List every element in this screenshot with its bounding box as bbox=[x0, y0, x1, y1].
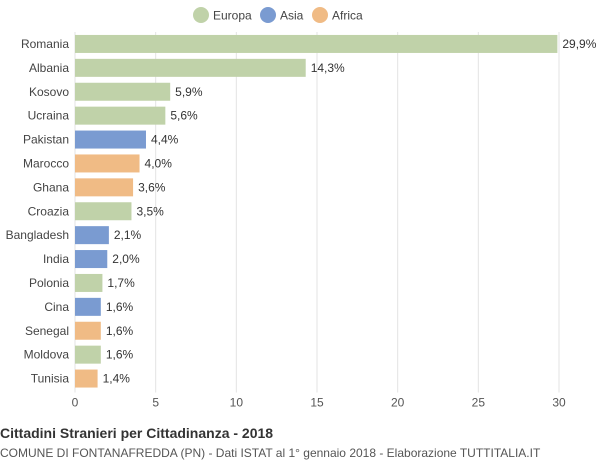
bar-albania bbox=[75, 58, 306, 77]
bar-cina bbox=[75, 297, 101, 316]
value-label: 2,0% bbox=[112, 252, 140, 266]
category-label: Marocco bbox=[23, 156, 69, 170]
value-label: 14,3% bbox=[311, 61, 345, 75]
category-label: Kosovo bbox=[29, 85, 69, 99]
legend: Europa Asia Africa bbox=[193, 7, 363, 23]
value-label: 3,6% bbox=[138, 180, 166, 194]
chart-subtitle: COMUNE DI FONTANAFREDDA (PN) - Dati ISTA… bbox=[0, 446, 541, 460]
value-label: 1,4% bbox=[103, 372, 131, 386]
x-tick-label: 15 bbox=[310, 396, 324, 410]
category-label: India bbox=[43, 252, 69, 266]
value-label: 29,9% bbox=[562, 37, 596, 51]
value-label: 5,9% bbox=[175, 85, 203, 99]
legend-swatch bbox=[193, 7, 209, 23]
value-label: 1,6% bbox=[106, 300, 134, 314]
bar-romania bbox=[75, 34, 558, 53]
bar-moldova bbox=[75, 345, 101, 364]
value-label: 4,0% bbox=[145, 156, 173, 170]
bars bbox=[75, 34, 558, 388]
legend-item-asia: Asia bbox=[260, 7, 304, 23]
bar-marocco bbox=[75, 154, 140, 173]
chart-title: Cittadini Stranieri per Cittadinanza - 2… bbox=[0, 425, 274, 441]
category-label: Romania bbox=[21, 37, 69, 51]
bar-kosovo bbox=[75, 82, 171, 101]
x-tick-label: 10 bbox=[230, 396, 244, 410]
category-label: Albania bbox=[29, 61, 69, 75]
bar-croazia bbox=[75, 202, 132, 221]
category-label: Moldova bbox=[24, 348, 70, 362]
bar-bangladesh bbox=[75, 226, 109, 245]
x-tick-label: 25 bbox=[472, 396, 486, 410]
value-label: 2,1% bbox=[114, 228, 142, 242]
legend-label: Europa bbox=[213, 9, 252, 23]
category-label: Croazia bbox=[28, 204, 70, 218]
value-label: 5,6% bbox=[170, 109, 198, 123]
bar-ghana bbox=[75, 178, 134, 197]
category-label: Tunisia bbox=[31, 372, 70, 386]
category-label: Bangladesh bbox=[6, 228, 69, 242]
legend-label: Asia bbox=[280, 9, 304, 23]
legend-swatch bbox=[260, 7, 276, 23]
bar-tunisia bbox=[75, 369, 98, 388]
bar-polonia bbox=[75, 273, 103, 292]
x-tick-label: 30 bbox=[552, 396, 566, 410]
category-label: Cina bbox=[44, 300, 69, 314]
value-label: 3,5% bbox=[136, 204, 164, 218]
x-tick-label: 0 bbox=[72, 396, 79, 410]
bar-india bbox=[75, 250, 108, 269]
bar-pakistan bbox=[75, 130, 146, 149]
legend-label: Africa bbox=[332, 9, 363, 23]
x-tick-label: 20 bbox=[391, 396, 405, 410]
legend-swatch bbox=[312, 7, 328, 23]
category-label: Senegal bbox=[25, 324, 69, 338]
bar-chart: 0 5 10 15 20 25 30 Romania 29,9% Albania 14,3% Koso… bbox=[6, 7, 597, 410]
x-tick-label: 5 bbox=[152, 396, 159, 410]
bar-senegal bbox=[75, 321, 101, 340]
value-label: 1,6% bbox=[106, 348, 134, 362]
value-label: 1,7% bbox=[107, 276, 135, 290]
category-label: Pakistan bbox=[23, 133, 69, 147]
labels: 0 5 10 15 20 25 30 Romania 29,9% Albania 14,3% Koso… bbox=[6, 37, 597, 410]
category-label: Polonia bbox=[29, 276, 69, 290]
legend-item-africa: Africa bbox=[312, 7, 363, 23]
value-label: 4,4% bbox=[151, 133, 179, 147]
category-label: Ucraina bbox=[28, 109, 70, 123]
value-label: 1,6% bbox=[106, 324, 134, 338]
legend-item-europa: Europa bbox=[193, 7, 252, 23]
bar-ucraina bbox=[75, 106, 166, 125]
category-label: Ghana bbox=[33, 180, 69, 194]
